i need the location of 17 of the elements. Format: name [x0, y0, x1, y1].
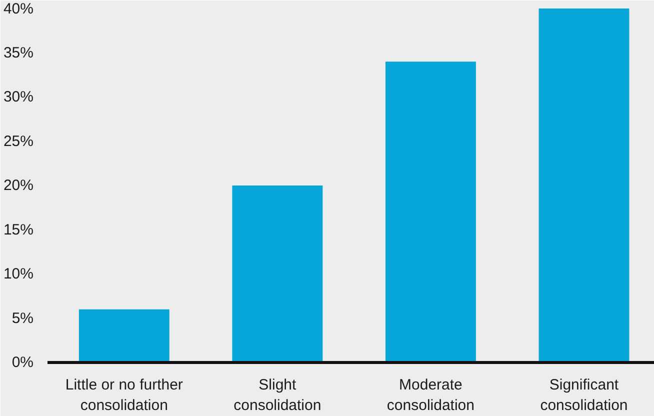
y-tick-label: 35%: [3, 44, 34, 62]
bar: [538, 8, 630, 362]
y-tick-label: 30%: [3, 88, 34, 106]
x-tick-label: Little or no further consolidation: [65, 376, 183, 414]
y-tick-label: 20%: [3, 177, 34, 194]
y-tick-label: 10%: [3, 266, 34, 282]
x-tick-label: Significant consolidation: [540, 376, 628, 414]
bar: [232, 186, 323, 362]
y-tick-label: 5%: [12, 310, 34, 327]
x-tick-label: Moderate consolidation: [386, 376, 474, 414]
bar: [385, 62, 476, 362]
y-tick-label: 25%: [3, 132, 34, 150]
y-tick-label: 40%: [3, 0, 34, 18]
y-tick-label: 15%: [3, 221, 34, 238]
y-tick-label: 0%: [12, 354, 34, 371]
bar: [78, 309, 170, 362]
x-tick-label: Slight consolidation: [234, 376, 322, 414]
